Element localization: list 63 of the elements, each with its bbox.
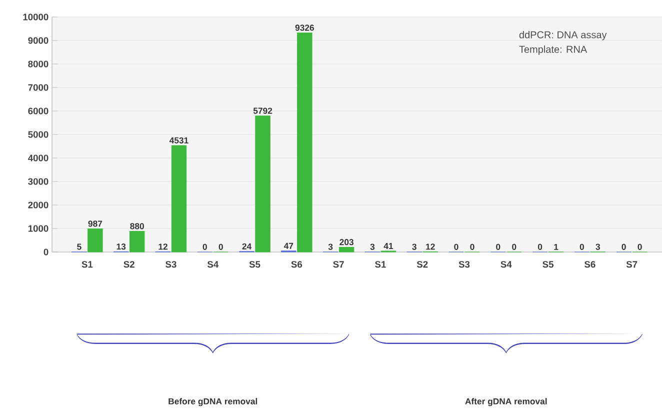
y-tick-label: 0	[44, 248, 48, 256]
data-label: 0	[638, 244, 642, 250]
data-label: 9326	[295, 24, 314, 31]
x-tick-label: S2	[124, 261, 134, 268]
annotation: ddPCR: DNA assay	[519, 30, 607, 40]
bar	[171, 145, 187, 252]
data-label: 3	[412, 244, 416, 250]
data-label: 4531	[169, 137, 188, 144]
data-label: 3	[596, 244, 600, 250]
data-label: 5	[77, 244, 82, 250]
x-tick-label: S1	[82, 261, 93, 268]
y-tick-label: 5000	[28, 131, 48, 138]
y-tick-label: 2000	[28, 202, 48, 208]
data-label: 203	[340, 239, 354, 246]
data-label: 5792	[253, 108, 272, 114]
x-tick-label: S6	[291, 261, 302, 268]
data-label: 0	[470, 244, 474, 250]
data-label: 0	[580, 244, 584, 250]
data-label: 0	[202, 244, 207, 250]
y-tick-label: 8000	[28, 60, 48, 68]
text: Before gDNA removal	[168, 398, 258, 406]
y-tick-label: 1000	[28, 225, 48, 232]
x-tick-label: S1	[375, 261, 386, 268]
bar	[129, 231, 145, 252]
data-label: 0	[454, 244, 458, 250]
x-tick-label: S3	[166, 261, 176, 268]
data-label: 3	[370, 244, 375, 250]
data-label: 12	[158, 244, 168, 250]
x-tick-label: S2	[416, 261, 428, 268]
data-label: 0	[622, 244, 626, 250]
data-label: 47	[284, 242, 294, 249]
data-label: 0	[496, 244, 500, 250]
x-tick-label: S4	[207, 261, 219, 268]
bar	[255, 116, 270, 252]
x-tick-label: S3	[458, 261, 470, 268]
x-tick-label: S5	[249, 261, 260, 268]
data-label: 880	[130, 223, 144, 230]
data-label: 0	[218, 244, 223, 250]
data-label: 13	[116, 244, 126, 250]
data-label: 41	[384, 243, 394, 249]
y-tick-label: 9000	[28, 37, 48, 44]
data-label: 12	[426, 244, 435, 250]
y-tick-label: 7000	[28, 84, 48, 91]
data-label: 3	[328, 244, 333, 250]
data-label: 0	[538, 244, 542, 250]
text: After gDNA removal	[465, 398, 547, 406]
data-label: 987	[88, 220, 102, 227]
x-tick-label: S4	[500, 261, 512, 268]
y-tick-label: 6000	[28, 108, 48, 114]
bar	[338, 246, 354, 252]
x-tick-label: S7	[626, 261, 638, 268]
x-tick-label: S6	[584, 261, 596, 268]
x-tick-label: S7	[333, 261, 344, 268]
bar	[88, 228, 103, 252]
y-tick-label: 3000	[28, 178, 48, 185]
y-tick-label: 10000	[23, 14, 48, 20]
data-label: 0	[512, 244, 516, 250]
y-tick-label: 4000	[28, 154, 48, 162]
annotation: Template: RNA	[519, 46, 588, 55]
bar	[297, 32, 312, 252]
data-label: 1	[554, 244, 558, 250]
x-tick-label: S5	[542, 261, 554, 268]
data-label: 24	[242, 243, 252, 250]
